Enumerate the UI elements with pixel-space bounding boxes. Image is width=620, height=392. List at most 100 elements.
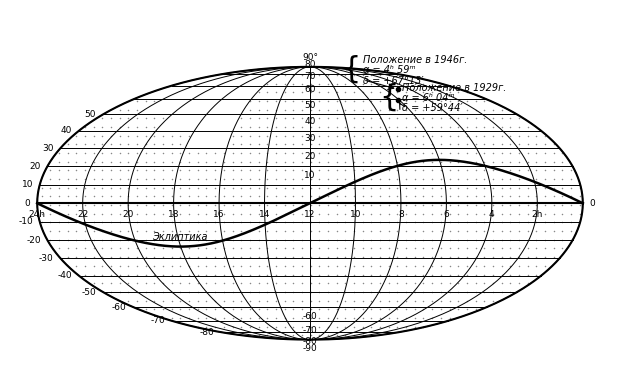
Point — [280, 167, 290, 174]
Point — [280, 80, 290, 87]
Point — [375, 237, 385, 243]
Point — [375, 323, 385, 330]
Point — [97, 124, 107, 130]
Point — [167, 245, 177, 252]
Point — [479, 211, 489, 217]
Point — [37, 211, 46, 217]
Point — [349, 176, 359, 182]
Point — [349, 150, 359, 156]
Point — [549, 202, 559, 208]
Point — [158, 193, 168, 200]
Point — [254, 115, 264, 122]
Point — [349, 202, 359, 208]
Point — [123, 289, 133, 295]
Point — [297, 245, 307, 252]
Point — [401, 280, 411, 286]
Point — [445, 219, 454, 225]
Point — [323, 176, 333, 182]
Point — [175, 124, 185, 130]
Point — [566, 228, 576, 234]
Point — [158, 150, 168, 156]
Point — [323, 80, 333, 87]
Point — [193, 315, 203, 321]
Point — [427, 202, 437, 208]
Point — [479, 263, 489, 269]
Point — [358, 298, 368, 304]
Point — [271, 332, 281, 338]
Point — [236, 245, 246, 252]
Point — [349, 219, 359, 225]
Point — [193, 254, 203, 260]
Point — [392, 298, 402, 304]
Point — [401, 89, 411, 95]
Point — [193, 80, 203, 87]
Point — [418, 219, 428, 225]
Point — [63, 185, 73, 191]
Text: -20: -20 — [26, 236, 41, 245]
Point — [358, 306, 368, 312]
Point — [540, 211, 550, 217]
Point — [297, 115, 307, 122]
Point — [453, 176, 463, 182]
Point — [271, 211, 281, 217]
Point — [436, 306, 446, 312]
Point — [115, 141, 125, 147]
Point — [202, 132, 211, 139]
Point — [427, 289, 437, 295]
Point — [45, 237, 55, 243]
Point — [280, 89, 290, 95]
Point — [141, 107, 151, 113]
Point — [427, 263, 437, 269]
Text: 20: 20 — [29, 162, 41, 171]
Point — [340, 237, 350, 243]
Point — [288, 167, 298, 174]
Point — [427, 315, 437, 321]
Point — [314, 323, 324, 330]
Point — [184, 228, 194, 234]
Point — [557, 219, 567, 225]
Point — [410, 132, 420, 139]
Point — [141, 219, 151, 225]
Point — [141, 263, 151, 269]
Text: -40: -40 — [58, 271, 72, 280]
Point — [401, 289, 411, 295]
Point — [210, 167, 220, 174]
Point — [106, 211, 116, 217]
Point — [306, 254, 316, 260]
Point — [262, 254, 272, 260]
Point — [184, 211, 194, 217]
Point — [566, 211, 576, 217]
Point — [184, 89, 194, 95]
Point — [306, 202, 316, 208]
Point — [54, 245, 64, 252]
Point — [427, 219, 437, 225]
Point — [384, 271, 394, 278]
Point — [262, 315, 272, 321]
Point — [479, 158, 489, 165]
Point — [54, 237, 64, 243]
Point — [288, 193, 298, 200]
Point — [523, 158, 533, 165]
Point — [306, 211, 316, 217]
Polygon shape — [195, 114, 241, 131]
Polygon shape — [236, 67, 310, 74]
Point — [332, 219, 342, 225]
Point — [123, 115, 133, 122]
Point — [236, 323, 246, 330]
Point — [323, 98, 333, 104]
Point — [349, 280, 359, 286]
Point — [523, 202, 533, 208]
Point — [297, 132, 307, 139]
Point — [366, 115, 376, 122]
Point — [418, 298, 428, 304]
Point — [540, 245, 550, 252]
Point — [132, 228, 142, 234]
Point — [410, 289, 420, 295]
Point — [262, 185, 272, 191]
Point — [167, 141, 177, 147]
Point — [523, 193, 533, 200]
Point — [271, 245, 281, 252]
Point — [123, 150, 133, 156]
Point — [392, 98, 402, 104]
Point — [418, 115, 428, 122]
